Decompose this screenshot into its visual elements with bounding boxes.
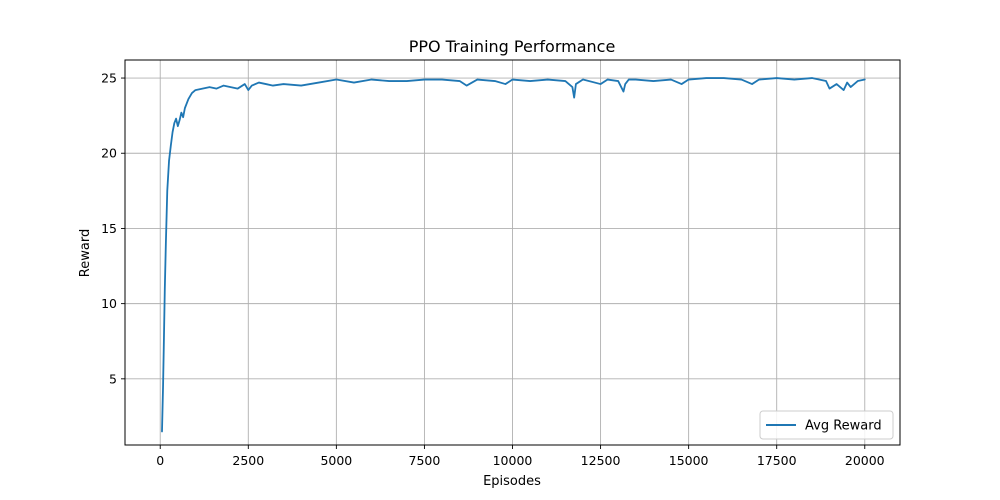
y-tick-label: 20 (101, 146, 117, 161)
y-tick-label: 10 (101, 296, 117, 311)
y-axis: 5 10 15 20 25 (101, 71, 125, 386)
y-tick-label: 5 (109, 371, 117, 386)
x-tick-label: 0 (156, 453, 164, 468)
legend-label: Avg Reward (805, 419, 882, 434)
series-layer (161, 77, 866, 433)
x-tick-label: 5000 (320, 453, 352, 468)
x-tick-label: 2500 (232, 453, 264, 468)
x-axis: 0 2500 5000 7500 10000 12500 15000 17500 20000 (156, 445, 885, 468)
legend-box (759, 410, 894, 440)
chart-title: PPO Training Performance (409, 37, 616, 56)
x-tick-label: 7500 (409, 453, 441, 468)
x-axis-label: Episodes (483, 474, 541, 489)
x-tick-label: 15000 (669, 453, 709, 468)
legend: Avg Reward (759, 410, 894, 440)
x-tick-label: 12500 (581, 453, 621, 468)
y-tick-label: 15 (101, 221, 117, 236)
series-line-avg-reward (161, 77, 866, 433)
grid (125, 60, 900, 445)
y-axis-label: Reward (78, 229, 93, 277)
x-tick-label: 17500 (757, 453, 797, 468)
x-tick-label: 10000 (493, 453, 533, 468)
y-tick-label: 25 (101, 71, 117, 86)
x-tick-label: 20000 (845, 453, 885, 468)
